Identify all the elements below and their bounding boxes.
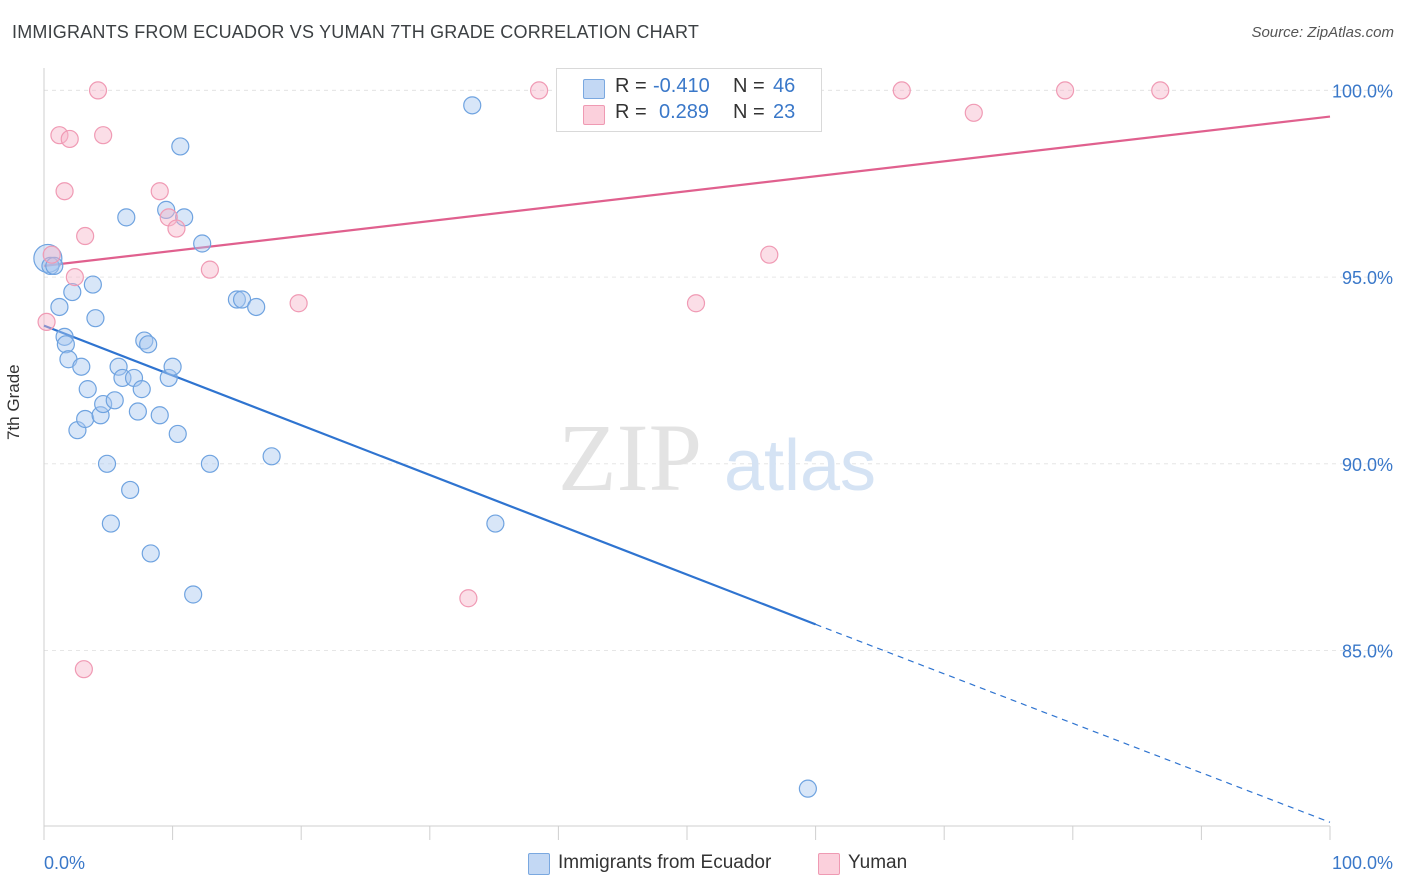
ecuador-point (171, 137, 190, 156)
yuman-point (530, 81, 549, 100)
yuman-point (964, 103, 983, 122)
ecuador-point (232, 290, 252, 309)
y-tick-label: 95.0% (1342, 268, 1393, 288)
bottom-legend-label-ecuador: Immigrants from Ecuador (558, 852, 772, 873)
ecuador-point (72, 357, 91, 376)
data-points (33, 81, 1170, 798)
y-tick-label: 90.0% (1342, 455, 1393, 475)
y-tick-label: 85.0% (1342, 642, 1393, 662)
x-tick-label: 0.0% (44, 853, 85, 873)
yuman-point (1055, 81, 1075, 100)
yuman-point (459, 589, 478, 608)
legend-row-yuman: R = 0.289 N = 23 (557, 101, 821, 127)
yuman-point (88, 81, 108, 100)
legend-r-value: 0.289 (659, 101, 710, 123)
legend-n-value: 46 (773, 75, 796, 97)
ecuador-point (76, 409, 95, 429)
source-label: Source: ZipAtlas.com (1251, 24, 1394, 41)
yuman-point (200, 260, 219, 279)
yuman-point (1151, 81, 1170, 100)
legend-swatch-ecuador (583, 79, 605, 99)
ecuador-point (83, 275, 102, 294)
trend-line-yuman (43, 115, 1331, 267)
yuman-point (94, 126, 113, 145)
y-axis-label: 7th Grade (4, 364, 23, 440)
ecuador-point (227, 290, 246, 309)
yuman-point (76, 226, 95, 246)
bottom-legend-label-yuman: Yuman (848, 852, 908, 873)
ecuador-point (139, 335, 158, 354)
axes (43, 68, 1331, 840)
ecuador-point (121, 480, 140, 500)
ecuador-point (168, 424, 187, 444)
legend-r-label: R = (615, 75, 647, 97)
legend-swatch-yuman (583, 105, 605, 125)
y-tick-label: 100.0% (1332, 81, 1393, 101)
yuman-point (686, 294, 706, 313)
yuman-point (289, 294, 308, 313)
ecuador-point (105, 391, 124, 410)
ecuador-point (159, 368, 178, 388)
ecuador-point (128, 402, 147, 421)
legend-n-value: 23 (773, 101, 796, 123)
ecuador-point (33, 243, 63, 274)
ecuador-point (78, 380, 97, 399)
legend-r-label: R = (615, 101, 647, 123)
ecuador-point (55, 327, 74, 346)
watermark-atlas: atlas (724, 426, 876, 506)
stats-legend: R = -0.410 N = 46 R = 0.289 N = 23 (556, 68, 822, 132)
legend-row-ecuador: R = -0.410 N = 46 (557, 75, 821, 101)
ecuador-point (50, 297, 69, 317)
ecuador-point (193, 234, 212, 253)
ecuador-point (86, 309, 105, 328)
ecuador-point (56, 335, 75, 354)
legend-r-value: -0.410 (653, 75, 710, 97)
ecuador-point (150, 406, 169, 425)
yuman-point (60, 129, 79, 149)
yuman-point (55, 182, 74, 201)
yuman-point (42, 245, 61, 264)
ecuador-point (97, 454, 117, 473)
yuman-point (65, 268, 84, 287)
legend-n-label: N = (733, 101, 765, 123)
grid-lines (44, 89, 1390, 652)
watermark-zip: ZIP (558, 404, 702, 511)
chart-title: IMMIGRANTS FROM ECUADOR VS YUMAN 7TH GRA… (12, 22, 700, 42)
bottom-legend-swatch-yuman (818, 853, 840, 875)
x-tick-label: 100.0% (1332, 853, 1393, 873)
ecuador-point (45, 256, 64, 276)
ecuador-point (101, 514, 120, 533)
tick-labels: 85.0% 90.0% 95.0% 100.0% 0.0% 100.0% (44, 81, 1393, 873)
legend-n-label: N = (733, 75, 765, 97)
yuman-point (50, 126, 69, 145)
ecuador-point (141, 544, 160, 563)
ecuador-point (486, 514, 505, 533)
ecuador-point (94, 394, 113, 414)
ecuador-point (262, 447, 281, 466)
yuman-point (892, 81, 911, 100)
bottom-legend-swatch-ecuador (528, 853, 550, 875)
yuman-point (37, 312, 56, 332)
ecuador-point (157, 200, 176, 219)
ecuador-point (463, 96, 482, 115)
yuman-point (150, 182, 169, 201)
yuman-point (760, 245, 779, 264)
ecuador-point (247, 297, 266, 317)
ecuador-point (184, 585, 203, 604)
ecuador-point (200, 454, 219, 473)
ecuador-point (132, 380, 151, 399)
ecuador-point (63, 282, 82, 302)
ecuador-point (163, 357, 182, 376)
ecuador-point (798, 779, 817, 798)
yuman-point (167, 219, 186, 238)
ecuador-point (91, 406, 110, 425)
ecuador-point (117, 208, 136, 227)
ecuador-point (109, 357, 128, 376)
yuman-point (74, 660, 93, 679)
trend-line-extension (815, 623, 1331, 823)
